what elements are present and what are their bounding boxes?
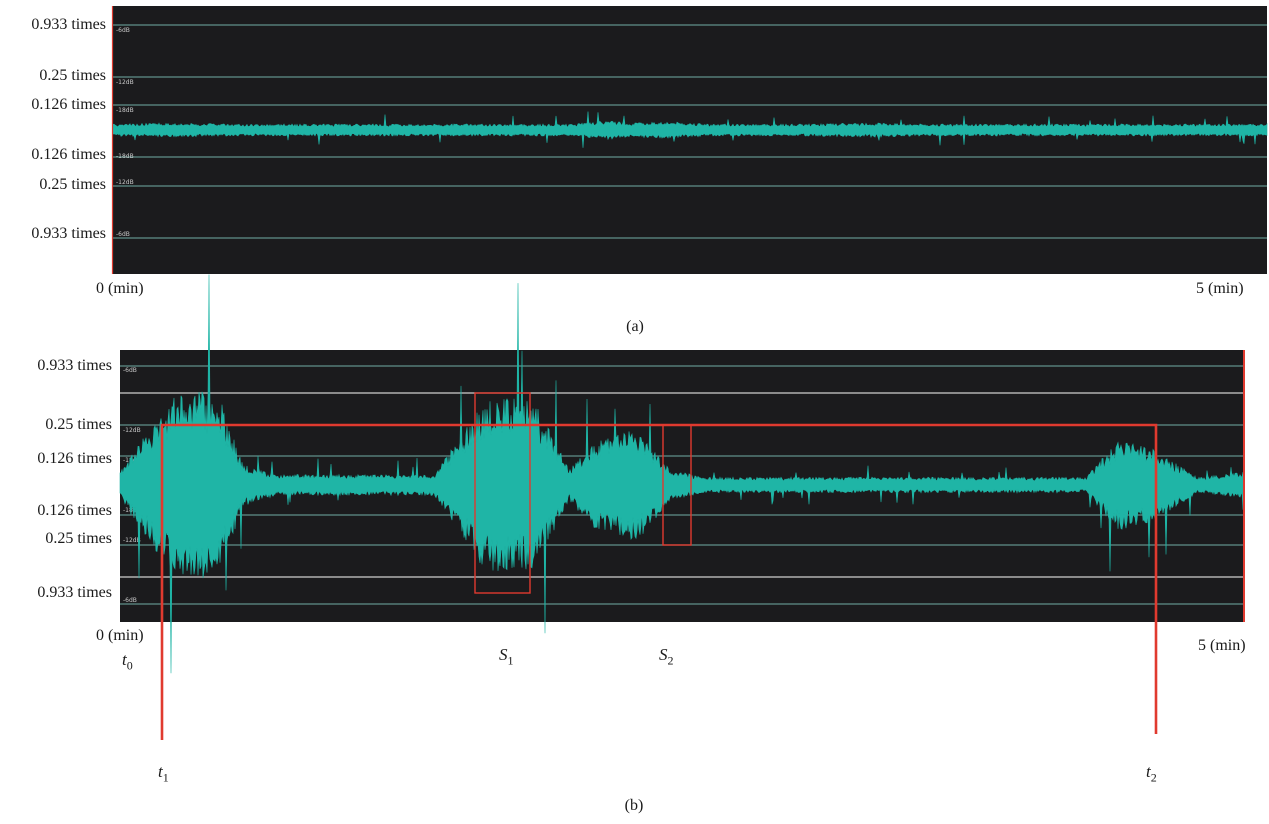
panel-a-gridlines: [113, 24, 1267, 239]
panel-a-ytick-5: 0.25 times: [39, 176, 106, 193]
marker-s1: S1: [499, 645, 514, 668]
panel-a-x-end: 5 (min): [1196, 280, 1244, 297]
panel-b-db-mark: -12dB: [123, 537, 141, 544]
panel-b-ytick-3: 0.126 times: [37, 450, 112, 467]
panel-b-db-mark: -6dB: [123, 597, 137, 604]
panel-a-background: [112, 6, 1267, 274]
panel-b-plot: -6dB-12dB-18dB-18dB-12dB-6dB: [119, 274, 1245, 740]
panel-a-db-mark: -12dB: [116, 179, 134, 186]
panel-b-ytick-1: 0.933 times: [37, 357, 112, 374]
marker-t0: t0: [122, 650, 133, 673]
panel-b-db-mark: -18dB: [123, 507, 141, 514]
panel-b-ytick-6: 0.933 times: [37, 584, 112, 601]
panel-a-db-mark: -6dB: [116, 27, 130, 34]
marker-t1: t1: [158, 762, 169, 785]
panel-b-x-end: 5 (min): [1198, 637, 1246, 654]
panel-a-db-mark: -18dB: [116, 153, 134, 160]
marker-s2: S2: [659, 645, 674, 668]
panel-a-caption: (a): [626, 318, 644, 335]
marker-t2: t2: [1146, 762, 1157, 785]
panel-a-ytick-2: 0.25 times: [39, 67, 106, 84]
panel-a-plot: -6dB -12dB -18dB -18dB -12dB -6dB: [111, 6, 1268, 274]
panel-a-x-start: 0 (min): [96, 280, 144, 297]
panel-a-ytick-4: 0.126 times: [31, 146, 106, 163]
panel-a-db-mark: -18dB: [116, 107, 134, 114]
panel-b-ytick-2: 0.25 times: [45, 416, 112, 433]
panel-a-ytick-3: 0.126 times: [31, 96, 106, 113]
panel-a-db-mark: -12dB: [116, 79, 134, 86]
panel-b-db-mark: -12dB: [123, 427, 141, 434]
panel-a-db-marks: -6dB -12dB -18dB -18dB -12dB -6dB: [116, 27, 134, 238]
panel-b-right-edge: [1243, 350, 1245, 622]
panel-b-db-mark: -6dB: [123, 367, 137, 374]
panel-a-ytick-1: 0.933 times: [31, 16, 106, 33]
panel-b-ytick-4: 0.126 times: [37, 502, 112, 519]
panel-a-ytick-6: 0.933 times: [31, 225, 106, 242]
panel-b-ytick-5: 0.25 times: [45, 530, 112, 547]
panel-a-waveform: [112, 111, 1268, 148]
region-s1-box: [474, 392, 531, 594]
panel-b-x-start: 0 (min): [96, 627, 144, 644]
interval-t1-t2-bracket: [160, 423, 1158, 740]
panel-a-db-mark: -6dB: [116, 231, 130, 238]
panel-b-caption: (b): [624, 797, 644, 814]
